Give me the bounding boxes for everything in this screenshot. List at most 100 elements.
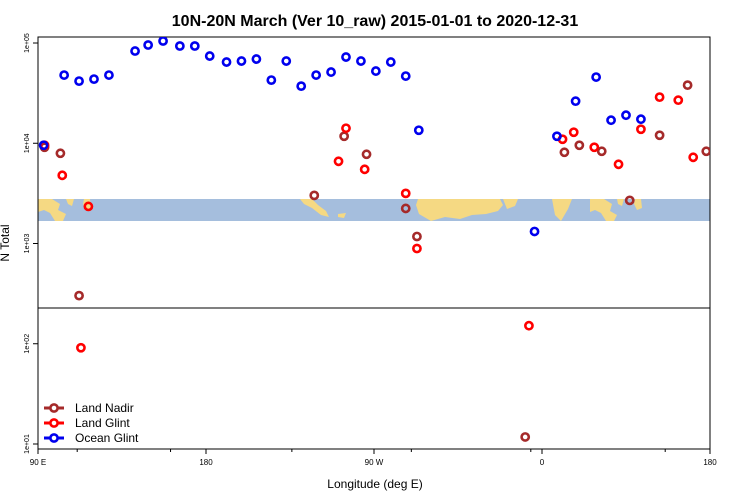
x-tick-label: 180	[703, 458, 717, 467]
y-tick-label: 1e+03	[24, 234, 31, 254]
land-glint-point	[400, 188, 411, 199]
ocean-glint-point	[130, 46, 140, 56]
land-glint-point	[613, 159, 624, 170]
y-tick-label: 1e+02	[24, 334, 31, 354]
x-tick-label: 180	[199, 458, 213, 467]
land-glint-point	[359, 164, 370, 175]
ocean-glint-point	[636, 114, 646, 125]
land-glint-point	[568, 127, 579, 138]
ocean-glint-point	[341, 52, 351, 62]
ocean-glint-point	[570, 96, 581, 107]
ocean-glint-point	[204, 51, 215, 61]
land-mass-5	[416, 199, 503, 221]
land-glint-point	[636, 124, 646, 135]
land-glint-point	[731, 170, 738, 177]
x-tick-label: 0	[540, 458, 545, 467]
ocean-glint-point	[221, 57, 232, 67]
ocean-glint-point	[296, 81, 307, 92]
x-axis-label: Longitude (deg E)	[327, 477, 422, 491]
ocean-glint-point	[158, 37, 168, 46]
land-nadir-point	[682, 80, 693, 91]
ocean-band	[38, 199, 710, 221]
land-nadir-point	[701, 146, 710, 157]
land-mass-9	[617, 199, 624, 206]
legend-marker-land-nadir	[49, 403, 59, 413]
land-glint-point	[341, 123, 351, 134]
ocean-glint-point	[266, 75, 277, 86]
land-glint-point	[412, 243, 422, 254]
land-glint-point	[76, 342, 86, 353]
land-glint-point	[524, 320, 534, 331]
data-points	[27, 37, 750, 442]
land-glint-point	[688, 152, 699, 163]
x-tick-label: 90 E	[30, 458, 46, 467]
legend-label-ocean-glint: Ocean Glint	[75, 431, 139, 445]
ocean-glint-point	[143, 40, 154, 50]
land-glint-point	[333, 156, 344, 167]
land-mass-7	[552, 199, 572, 221]
land-nadir-point	[400, 203, 411, 214]
ocean-glint-point	[189, 41, 200, 51]
legend-marker-ocean-glint	[49, 433, 59, 443]
ocean-glint-point	[27, 120, 34, 127]
land-nadir-point	[74, 290, 84, 301]
x-axis: 90 E 180 90 W 0 180	[30, 449, 717, 467]
ocean-glint-point	[606, 115, 616, 126]
land-mass-8	[590, 199, 617, 221]
y-axis: 1e+01 1e+02 1e+03 1e+04 1e+05	[24, 33, 38, 454]
ocean-glint-point	[746, 89, 750, 96]
land-mass-3	[300, 199, 329, 217]
ocean-glint-point	[59, 70, 70, 80]
ocean-glint-point	[370, 66, 381, 76]
land-nadir-point	[624, 195, 635, 206]
land-glint-point	[721, 110, 728, 117]
land-glint-point	[654, 92, 665, 103]
land-nadir-point	[55, 148, 66, 159]
legend-label-land-glint: Land Glint	[75, 416, 130, 430]
legend-label-land-nadir: Land Nadir	[75, 401, 134, 415]
ocean-glint-point	[621, 110, 631, 121]
land-mass-6	[503, 199, 518, 209]
land-glint-point	[673, 95, 684, 106]
y-tick-label: 1e+04	[24, 133, 31, 153]
y-tick-label: 1e+05	[24, 33, 31, 53]
land-nadir-point	[412, 231, 422, 242]
ocean-glint-point	[385, 57, 396, 67]
land-nadir-point	[574, 140, 585, 151]
land-mass-4	[338, 213, 346, 218]
land-mass-0	[38, 199, 66, 221]
ocean-glint-point	[251, 54, 262, 64]
ocean-glint-point	[74, 76, 84, 87]
land-nadir-point	[339, 131, 350, 142]
ocean-glint-point	[591, 72, 602, 82]
land-nadir-point	[520, 432, 531, 442]
land-glint-point	[83, 201, 94, 212]
land-nadir-point	[559, 147, 570, 158]
chart-title: 10N-20N March (Ver 10_raw) 2015-01-01 to…	[172, 13, 579, 30]
y-axis-label: N Total	[0, 224, 12, 261]
land-nadir-point	[596, 146, 607, 157]
ocean-glint-point	[356, 56, 366, 66]
y-tick-label: 1e+01	[24, 434, 31, 454]
ocean-glint-point	[174, 41, 185, 51]
ocean-glint-point	[529, 226, 540, 237]
x-tick-label: 90 W	[365, 458, 384, 467]
ocean-glint-point	[552, 131, 562, 142]
ocean-glint-point	[38, 140, 49, 151]
ocean-glint-point	[89, 74, 99, 85]
ocean-glint-point	[281, 56, 292, 66]
ocean-glint-point	[311, 70, 322, 80]
land-nadir-point	[725, 145, 732, 152]
land-glint-point	[589, 142, 600, 153]
land-nadir-point	[309, 190, 320, 201]
land-nadir-point	[361, 149, 372, 160]
land-mass-10	[634, 199, 642, 210]
land-glint-point	[57, 170, 68, 181]
legend-marker-land-glint	[49, 418, 59, 428]
ocean-glint-point	[236, 56, 247, 66]
ocean-glint-point	[104, 70, 114, 80]
ocean-glint-point	[326, 67, 336, 77]
